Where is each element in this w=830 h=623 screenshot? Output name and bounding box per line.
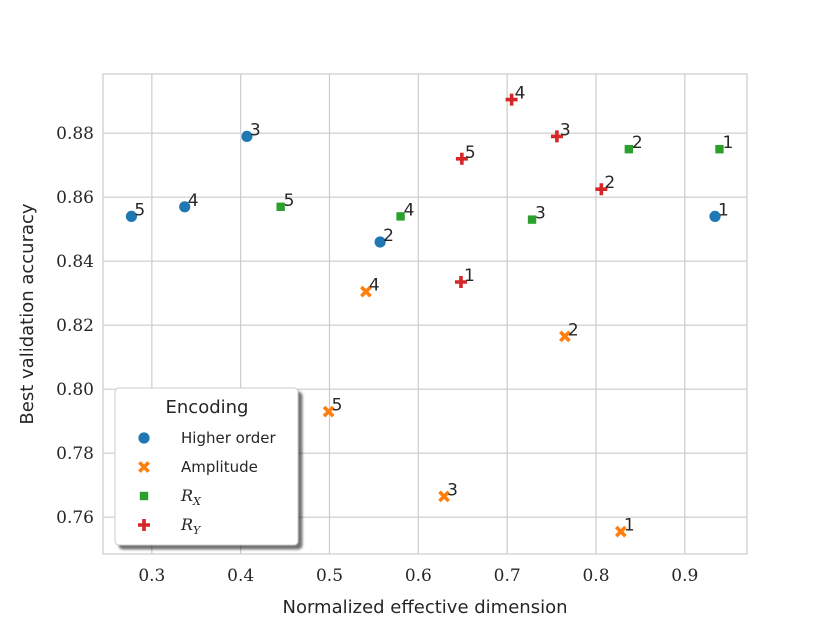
- point-label: 4: [515, 84, 526, 104]
- x-tick-label: 0.6: [405, 566, 432, 586]
- point-label: 3: [535, 204, 546, 224]
- r-x-point: [714, 144, 725, 154]
- y-axis-label: Best validation accuracy: [17, 203, 38, 424]
- point-label: 1: [464, 266, 475, 286]
- higher-order-point: [178, 200, 192, 214]
- point-label: 5: [134, 200, 145, 220]
- r-y-point: [550, 130, 563, 143]
- point-label: 1: [624, 516, 635, 536]
- amplitude-point: [360, 285, 372, 298]
- y-tick-label: 0.86: [56, 188, 94, 208]
- point-label: 2: [604, 173, 615, 193]
- x-tick-label: 0.9: [671, 566, 698, 586]
- legend-label-r-x: RX: [180, 486, 202, 508]
- point-label: 5: [465, 143, 476, 163]
- y-axis-ticks: 0.76 0.78 0.80 0.82 0.84 0.86 0.88: [56, 124, 94, 528]
- amplitude-point: [438, 490, 450, 503]
- r-y-legend-marker: [138, 519, 150, 531]
- r-y-point: [595, 183, 608, 196]
- x-tick-label: 0.3: [138, 566, 165, 586]
- higher-order-point: [240, 129, 254, 143]
- x-axis-ticks: 0.3 0.4 0.5 0.6 0.7 0.8 0.9: [138, 566, 698, 586]
- r-y-point: [455, 152, 468, 165]
- y-tick-label: 0.84: [56, 252, 94, 272]
- point-label: 5: [284, 191, 295, 211]
- x-tick-label: 0.5: [316, 566, 343, 586]
- amplitude-point: [322, 405, 335, 418]
- r-x-point: [275, 202, 286, 212]
- r-x-point: [624, 144, 634, 154]
- point-labels: 1 2 3 4 5 1 2 3 4 5 1 2 3 4 5 1 2 3 4 5: [134, 84, 733, 536]
- plot-frame: [102, 73, 748, 555]
- legend-box: [114, 387, 299, 546]
- higher-order-point: [373, 235, 387, 249]
- point-label: 3: [447, 480, 458, 500]
- r-x-point: [395, 211, 406, 222]
- amplitude-legend-marker: [138, 461, 150, 473]
- y-tick-label: 0.88: [56, 124, 94, 144]
- higher-order-point: [125, 209, 138, 223]
- r-y-point: [505, 93, 518, 106]
- data-points: [125, 93, 725, 538]
- r-x-legend-marker: [139, 491, 149, 501]
- legend-title: Encoding: [166, 397, 249, 418]
- higher-order-point: [708, 209, 722, 223]
- legend-label-amplitude: Amplitude: [181, 458, 258, 476]
- legend-label-higher-order: Higher order: [181, 429, 276, 447]
- r-y-point: [454, 276, 467, 288]
- point-label: 5: [332, 396, 343, 416]
- point-label: 3: [250, 120, 261, 140]
- x-tick-label: 0.4: [227, 566, 254, 586]
- y-tick-label: 0.78: [56, 444, 94, 464]
- r-x-point: [527, 214, 537, 225]
- x-tick-label: 0.8: [582, 566, 609, 586]
- x-tick-label: 0.7: [494, 566, 521, 586]
- y-tick-label: 0.82: [56, 316, 94, 336]
- higher-order-legend-marker: [137, 431, 151, 445]
- point-label: 3: [560, 120, 571, 140]
- y-tick-label: 0.80: [56, 380, 94, 400]
- x-axis-label: Normalized effective dimension: [283, 597, 568, 618]
- legend: Encoding Higher order Amplitude RX RY: [114, 387, 299, 546]
- point-label: 1: [722, 133, 733, 153]
- y-tick-label: 0.76: [56, 508, 94, 528]
- amplitude-point: [614, 525, 627, 538]
- point-label: 1: [718, 200, 729, 220]
- legend-label-r-y: RY: [180, 515, 202, 537]
- point-label: 4: [369, 276, 380, 296]
- point-label: 4: [188, 191, 199, 211]
- point-label: 2: [632, 133, 643, 153]
- point-label: 2: [383, 226, 394, 246]
- point-label: 4: [404, 200, 415, 220]
- point-label: 2: [568, 320, 579, 340]
- amplitude-point: [559, 330, 571, 343]
